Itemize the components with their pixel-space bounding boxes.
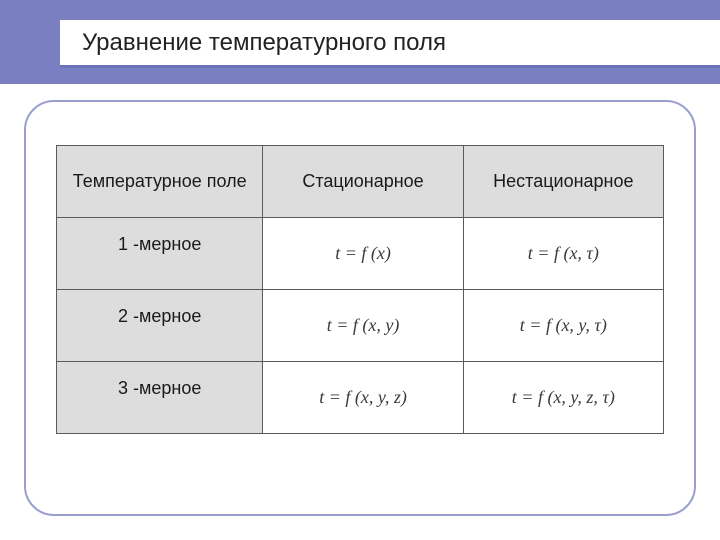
equation: t = f (x, τ) [528, 243, 599, 263]
equations-table: Температурное поле Стационарное Нестацио… [56, 145, 664, 434]
equation: t = f (x) [335, 243, 391, 263]
cell-1d-stationary: t = f (x) [263, 218, 463, 290]
table-row: 2 -мерное t = f (x, y) t = f (x, y, τ) [57, 290, 664, 362]
table-header-row: Температурное поле Стационарное Нестацио… [57, 146, 664, 218]
col-header-nonstationary: Нестационарное [463, 146, 663, 218]
equation: t = f (x, y, z) [319, 387, 407, 407]
equation: t = f (x, y, z, τ) [512, 387, 615, 407]
equations-table-wrapper: Температурное поле Стационарное Нестацио… [56, 145, 664, 434]
row-label-2d: 2 -мерное [57, 290, 263, 362]
table-row: 1 -мерное t = f (x) t = f (x, τ) [57, 218, 664, 290]
cell-1d-nonstationary: t = f (x, τ) [463, 218, 663, 290]
cell-3d-nonstationary: t = f (x, y, z, τ) [463, 362, 663, 434]
row-label-3d: 3 -мерное [57, 362, 263, 434]
col-header-field: Температурное поле [57, 146, 263, 218]
equation: t = f (x, y, τ) [520, 315, 607, 335]
cell-3d-stationary: t = f (x, y, z) [263, 362, 463, 434]
cell-2d-nonstationary: t = f (x, y, τ) [463, 290, 663, 362]
cell-2d-stationary: t = f (x, y) [263, 290, 463, 362]
equation: t = f (x, y) [327, 315, 400, 335]
row-label-1d: 1 -мерное [57, 218, 263, 290]
title-band: Уравнение температурного поля [60, 20, 720, 68]
table-row: 3 -мерное t = f (x, y, z) t = f (x, y, z… [57, 362, 664, 434]
col-header-stationary: Стационарное [263, 146, 463, 218]
page-title: Уравнение температурного поля [82, 29, 446, 57]
